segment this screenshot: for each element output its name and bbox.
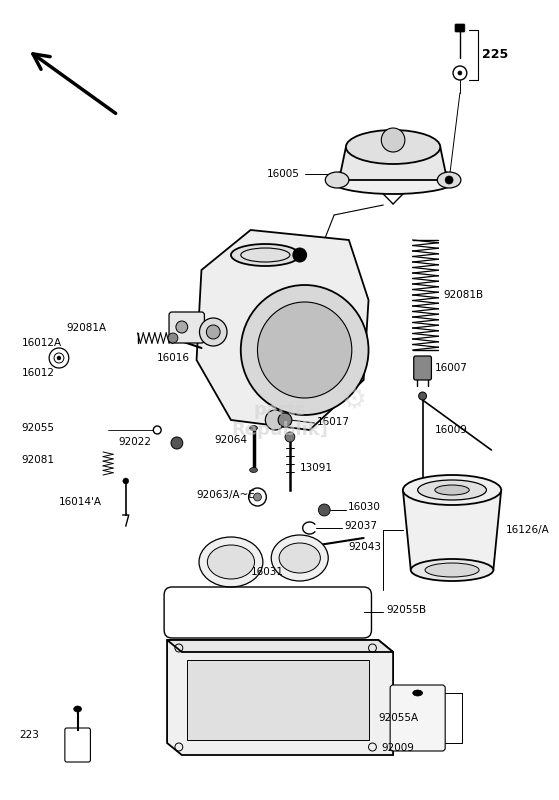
Text: ⚙: ⚙: [342, 386, 366, 414]
Ellipse shape: [413, 690, 423, 696]
Text: 16014'A: 16014'A: [59, 497, 102, 507]
Polygon shape: [339, 132, 447, 180]
Circle shape: [206, 325, 220, 339]
FancyBboxPatch shape: [455, 24, 465, 32]
Circle shape: [123, 478, 129, 484]
Text: 92055B: 92055B: [386, 605, 427, 615]
Text: 92063/A~E: 92063/A~E: [197, 490, 255, 500]
Ellipse shape: [435, 485, 469, 495]
Polygon shape: [197, 230, 368, 430]
Circle shape: [171, 437, 183, 449]
Circle shape: [168, 333, 178, 343]
Circle shape: [445, 176, 453, 184]
Ellipse shape: [207, 545, 254, 579]
Text: parts
Republik]: parts Republik]: [231, 401, 329, 439]
Ellipse shape: [329, 166, 457, 194]
Circle shape: [319, 504, 330, 516]
Circle shape: [285, 432, 295, 442]
Ellipse shape: [418, 480, 486, 500]
Text: 92043: 92043: [349, 542, 382, 552]
Polygon shape: [187, 660, 368, 740]
Ellipse shape: [403, 475, 501, 505]
Circle shape: [254, 493, 262, 501]
Text: 16005: 16005: [267, 169, 300, 179]
Text: 16126/A: 16126/A: [506, 525, 550, 535]
Ellipse shape: [325, 172, 349, 188]
Text: 92055: 92055: [22, 423, 55, 433]
Text: 92037: 92037: [344, 521, 377, 531]
Text: 225: 225: [481, 49, 508, 62]
Ellipse shape: [250, 426, 258, 430]
Polygon shape: [403, 490, 501, 570]
Text: 92064: 92064: [214, 435, 247, 445]
Circle shape: [295, 547, 301, 553]
Ellipse shape: [250, 467, 258, 473]
Circle shape: [258, 302, 352, 398]
Ellipse shape: [199, 537, 263, 587]
FancyBboxPatch shape: [390, 685, 445, 751]
Text: 16007: 16007: [434, 363, 467, 373]
Text: 16017: 16017: [316, 417, 349, 427]
Text: 92022: 92022: [118, 437, 151, 447]
Circle shape: [266, 410, 285, 430]
Polygon shape: [167, 640, 393, 652]
Circle shape: [419, 392, 427, 400]
Ellipse shape: [271, 535, 328, 581]
Circle shape: [458, 71, 462, 75]
Text: 92009: 92009: [381, 743, 414, 753]
Circle shape: [200, 318, 227, 346]
Ellipse shape: [411, 559, 494, 581]
Text: 16030: 16030: [348, 502, 381, 512]
FancyBboxPatch shape: [169, 312, 205, 343]
Circle shape: [293, 248, 307, 262]
FancyBboxPatch shape: [414, 356, 432, 380]
Text: 16016: 16016: [157, 353, 190, 363]
Text: 92055A: 92055A: [378, 713, 419, 723]
Ellipse shape: [437, 172, 461, 188]
Circle shape: [241, 285, 368, 415]
Text: 92081A: 92081A: [67, 323, 107, 333]
Text: 16012: 16012: [22, 368, 55, 378]
Text: 16012A: 16012A: [22, 338, 61, 348]
Circle shape: [278, 413, 292, 427]
Ellipse shape: [346, 130, 440, 164]
Ellipse shape: [74, 706, 82, 712]
Polygon shape: [167, 640, 393, 755]
Ellipse shape: [279, 543, 320, 573]
Ellipse shape: [231, 244, 300, 266]
Text: 92081B: 92081B: [443, 290, 484, 300]
Text: 16031: 16031: [250, 567, 283, 577]
Text: 223: 223: [20, 730, 40, 740]
Text: 92081: 92081: [22, 455, 55, 465]
Circle shape: [381, 128, 405, 152]
Circle shape: [176, 321, 188, 333]
Circle shape: [57, 356, 61, 360]
Text: 13091: 13091: [300, 463, 333, 473]
Text: 16009: 16009: [434, 425, 467, 435]
Ellipse shape: [425, 563, 479, 577]
